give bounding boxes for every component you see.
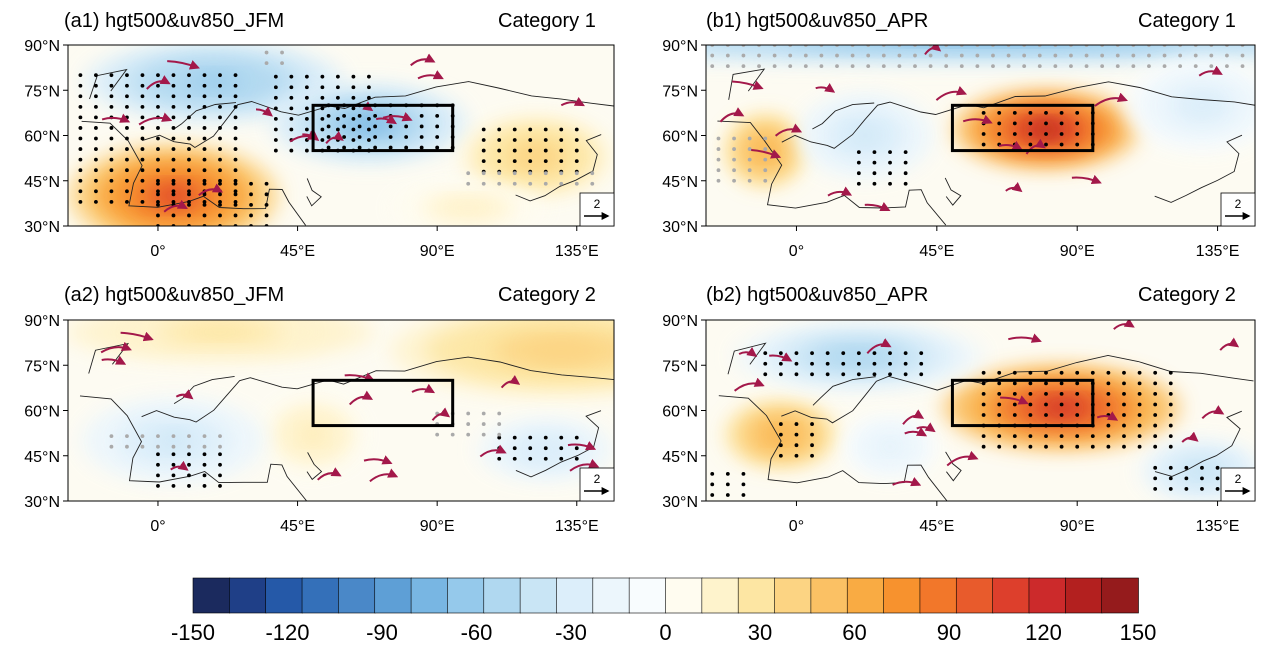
panel-category: Category 1 — [498, 10, 596, 32]
colorbar-swatch — [846, 577, 885, 614]
panel-b2: (b2) hgt500&uv850_APR Category 2 — [636, 274, 1266, 544]
panel-title: (a1) hgt500&uv850_JFM — [64, 10, 285, 32]
colorbar-swatch — [1028, 577, 1067, 614]
colorbar-tick-label: -150 — [170, 620, 216, 645]
panel-b1: (b1) hgt500&uv850_APR Category 1 — [636, 0, 1266, 270]
panel-a2: (a2) hgt500&uv850_JFM Category 2 — [0, 274, 630, 544]
colorbar-swatch — [955, 577, 994, 614]
colorbar-swatch — [701, 577, 739, 614]
colorbar-tick-label: -90 — [366, 620, 398, 645]
colorbar-swatch — [883, 577, 921, 614]
colorbar-swatch — [810, 577, 849, 614]
colorbar-tick-label: 150 — [1119, 620, 1157, 645]
colorbar-tick-label: 0 — [659, 620, 672, 645]
colorbar-swatch — [919, 577, 958, 614]
colorbar-swatch — [519, 577, 558, 614]
panel-a1: (a1) hgt500&uv850_JFM Category 1 — [0, 0, 630, 270]
panel-title: (b2) hgt500&uv850_APR — [706, 284, 929, 306]
colorbar-swatch — [1065, 577, 1103, 614]
colorbar-swatch — [592, 577, 630, 614]
colorbar-tick-label: 60 — [842, 620, 867, 645]
colorbar-tick-label: 120 — [1025, 620, 1062, 645]
colorbar-swatch — [628, 577, 667, 614]
panel-category: Category 2 — [498, 284, 596, 306]
colorbar-swatch — [737, 577, 776, 614]
colorbar-tick-label: -30 — [555, 620, 587, 645]
colorbar-swatch — [556, 577, 594, 614]
colorbar-tick-label: 90 — [936, 620, 962, 645]
colorbar-swatch — [229, 577, 267, 614]
colorbar-swatch — [301, 577, 340, 614]
colorbar-swatch — [483, 577, 521, 614]
colorbar-tick-label: -60 — [460, 620, 493, 645]
colorbar-swatch — [447, 577, 485, 614]
colorbar-tick-label: -120 — [265, 620, 310, 645]
panel-category: Category 1 — [1138, 10, 1236, 32]
panel-category: Category 2 — [1138, 284, 1236, 306]
colorbar-swatch — [338, 577, 376, 614]
colorbar-swatch — [774, 577, 812, 614]
colorbar-swatch — [192, 577, 231, 614]
panel-title: (a2) hgt500&uv850_JFM — [64, 284, 285, 306]
colorbar-swatch — [410, 577, 449, 614]
colorbar-tick-label: 30 — [747, 620, 773, 645]
colorbar-swatch — [992, 577, 1030, 614]
colorbar-swatch — [1101, 577, 1139, 614]
colorbar-swatch — [665, 577, 703, 614]
colorbar-swatch — [374, 577, 412, 614]
colorbar-swatch — [265, 577, 303, 614]
panel-title: (b1) hgt500&uv850_APR — [706, 10, 929, 32]
